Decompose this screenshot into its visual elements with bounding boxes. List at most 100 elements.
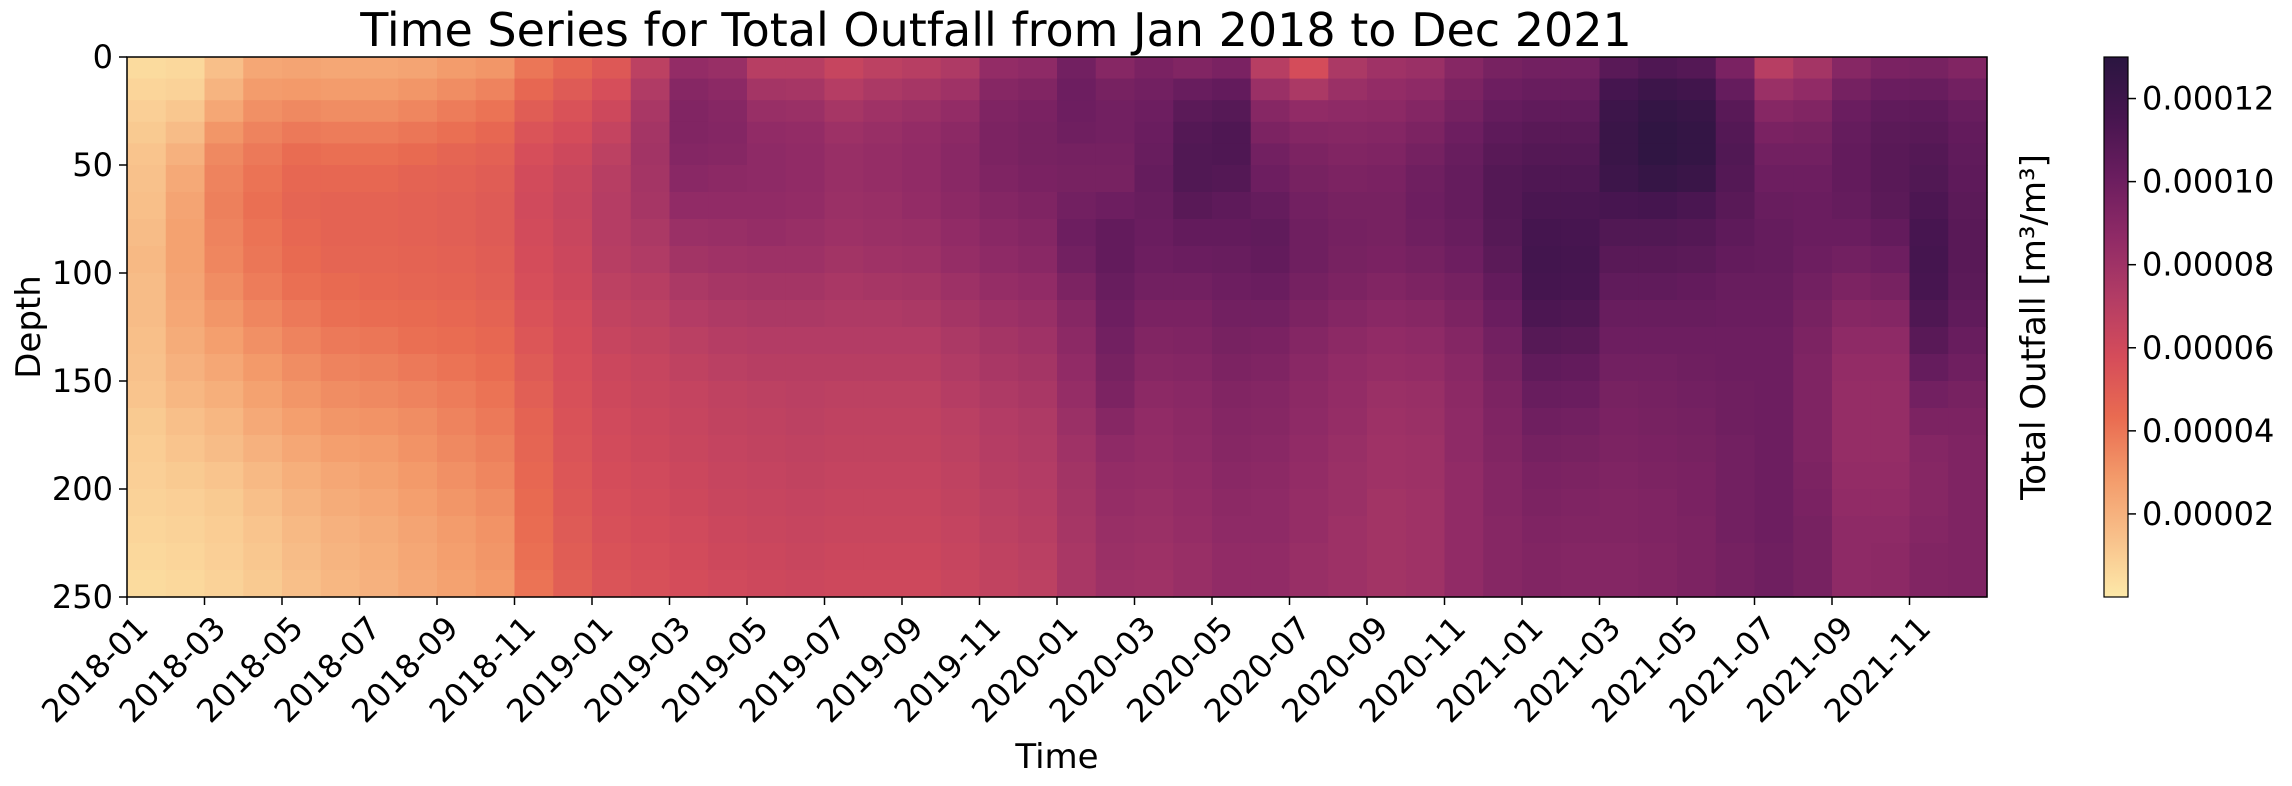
heatmap-cell: [553, 516, 593, 544]
heatmap-cell: [437, 78, 477, 101]
heatmap-cell: [630, 462, 671, 490]
heatmap-cell: [1367, 300, 1407, 328]
heatmap-cell: [592, 543, 632, 571]
heatmap-cell: [1367, 273, 1407, 301]
heatmap-cell: [1173, 219, 1213, 247]
heatmap-cell: [708, 165, 748, 193]
heatmap-cell: [1909, 516, 1949, 544]
heatmap-cell: [902, 327, 942, 355]
heatmap-cell: [1328, 57, 1368, 80]
heatmap-cell: [1948, 327, 1988, 355]
heatmap-cell: [1483, 354, 1523, 382]
heatmap-cell: [1638, 570, 1678, 598]
heatmap-cell: [669, 381, 709, 409]
heatmap-cell: [243, 219, 283, 247]
heatmap-cell: [1095, 489, 1136, 517]
heatmap-cell: [785, 143, 826, 166]
heatmap-cell: [1870, 381, 1911, 409]
heatmap-cell: [1715, 273, 1756, 301]
heatmap-cell: [1057, 219, 1097, 247]
heatmap-cell: [398, 435, 438, 463]
heatmap-cell: [514, 121, 554, 144]
heatmap-cell: [398, 354, 438, 382]
heatmap-cell: [1250, 300, 1291, 328]
heatmap-cell: [165, 219, 206, 247]
heatmap-cell: [475, 327, 516, 355]
heatmap-cell: [979, 408, 1019, 436]
heatmap-cell: [863, 462, 903, 490]
heatmap-cell: [1948, 354, 1988, 382]
heatmap-cell: [747, 435, 787, 463]
heatmap-cell: [1599, 435, 1639, 463]
heatmap-cell: [243, 121, 283, 144]
heatmap-cell: [1444, 192, 1484, 220]
heatmap-cell: [1638, 327, 1678, 355]
heatmap-cell: [282, 408, 322, 436]
heatmap-cell: [553, 435, 593, 463]
heatmap-cell: [127, 462, 167, 490]
colorbar-gradient: [2103, 56, 2129, 598]
heatmap-cell: [1832, 143, 1872, 166]
heatmap-cell: [630, 381, 671, 409]
heatmap-cell: [863, 143, 903, 166]
heatmap-cell: [747, 462, 787, 490]
heatmap-cell: [824, 489, 864, 517]
heatmap-cell: [669, 300, 709, 328]
heatmap-cell: [1599, 327, 1639, 355]
heatmap-cell: [1134, 489, 1174, 517]
heatmap-cell: [1289, 327, 1329, 355]
heatmap-cell: [1560, 78, 1601, 101]
heatmap-cell: [1832, 192, 1872, 220]
heatmap-cell: [1018, 192, 1058, 220]
heatmap-cell: [1599, 543, 1639, 571]
heatmap-cell: [630, 78, 671, 101]
heatmap-cell: [1212, 300, 1252, 328]
heatmap-cell: [1095, 192, 1136, 220]
heatmap-cell: [863, 192, 903, 220]
heatmap-cell: [127, 246, 167, 274]
heatmap-cell: [902, 300, 942, 328]
heatmap-cell: [747, 570, 787, 598]
heatmap-cell: [1367, 354, 1407, 382]
heatmap-cell: [979, 570, 1019, 598]
heatmap-cell: [1754, 516, 1794, 544]
heatmap-cell: [514, 570, 554, 598]
heatmap-cell: [592, 165, 632, 193]
heatmap-cell: [1948, 543, 1988, 571]
heatmap-cell: [1715, 435, 1756, 463]
heatmap-cell: [1560, 219, 1601, 247]
y-tick-label: 100: [52, 254, 113, 292]
heatmap-cell: [1599, 192, 1639, 220]
heatmap-cell: [1832, 354, 1872, 382]
heatmap-cell: [1095, 219, 1136, 247]
heatmap-cell: [592, 354, 632, 382]
heatmap-cell: [1250, 165, 1291, 193]
heatmap-cell: [127, 165, 167, 193]
x-axis-label: Time: [1014, 737, 1098, 777]
heatmap-cell: [708, 489, 748, 517]
heatmap-cell: [1793, 543, 1833, 571]
heatmap-cell: [863, 100, 903, 123]
heatmap-cell: [630, 219, 671, 247]
heatmap-cell: [1328, 273, 1368, 301]
heatmap-cell: [398, 219, 438, 247]
heatmap-cell: [1212, 543, 1252, 571]
heatmap-cell: [940, 570, 981, 598]
heatmap-cell: [1018, 165, 1058, 193]
heatmap-cell: [902, 570, 942, 598]
heatmap-cell: [1832, 273, 1872, 301]
heatmap-cell: [1793, 570, 1833, 598]
heatmap-cell: [863, 354, 903, 382]
heatmap-cell: [1832, 219, 1872, 247]
heatmap-cell: [1405, 489, 1446, 517]
heatmap-cell: [243, 354, 283, 382]
heatmap-cell: [979, 300, 1019, 328]
heatmap-cell: [902, 121, 942, 144]
heatmap-cell: [1677, 121, 1717, 144]
heatmap-cell: [1638, 381, 1678, 409]
heatmap-cell: [747, 165, 787, 193]
heatmap-cell: [1870, 462, 1911, 490]
heatmap-cell: [1212, 462, 1252, 490]
heatmap-cell: [243, 57, 283, 80]
heatmap-cell: [1328, 381, 1368, 409]
